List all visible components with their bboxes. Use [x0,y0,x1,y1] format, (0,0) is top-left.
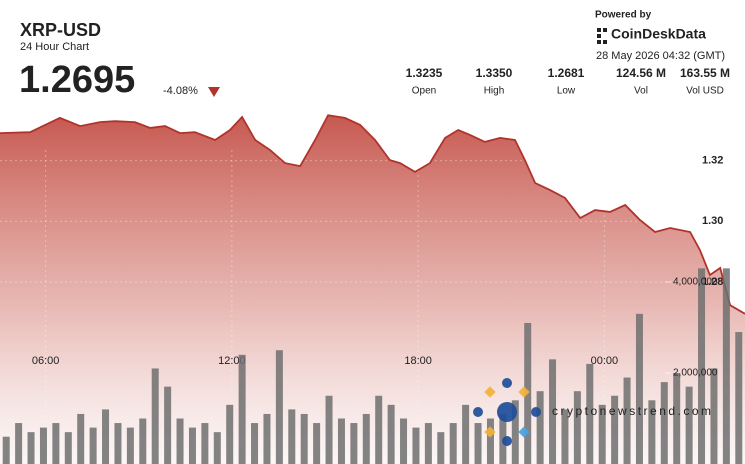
volume-bar [673,373,681,464]
volume-bar [511,400,519,464]
brand: CoinDeskData [611,26,706,42]
price-area [0,115,745,464]
title: XRP-USD [20,20,101,40]
volume-bar [400,418,408,464]
stat-label: Low [557,86,576,97]
price: 1.2695 [19,59,135,101]
stat-label: Vol USD [686,86,724,97]
subtitle: 24 Hour Chart [20,41,89,53]
volume-bar [412,427,420,464]
volume-bar [586,363,594,464]
volume-bar [635,313,643,464]
volume-bar [437,432,445,464]
volume-bar [561,409,569,464]
y2-tick-label: 2,000,000 [673,368,718,379]
x-tick-label: 06:00 [32,355,60,367]
timestamp: 28 May 2026 04:32 (GMT) [596,50,725,62]
volume-bar [102,409,110,464]
volume-bar [660,382,668,464]
volume-bar [39,427,47,464]
y-tick-label: 1.30 [702,215,723,227]
volume-bar [387,404,395,464]
stat-value: 124.56 M [616,66,666,80]
stat-label: High [484,86,505,97]
volume-bar [486,418,494,464]
down-arrow [208,87,220,97]
volume-bar [698,268,706,464]
volume-bar [89,427,97,464]
watermark: cryptonewstrend.com [552,404,714,418]
stat-value: 1.2681 [548,66,585,80]
y-tick-label: 1.32 [702,155,723,167]
volume-bar [313,423,321,464]
volume-bar [2,436,10,464]
volume-bar [375,395,383,464]
stat-label: Vol [634,86,648,97]
stat-value: 1.3350 [476,66,513,80]
change: -4.08% [163,85,198,97]
volume-bar [611,395,619,464]
volume-bar [27,432,35,464]
volume-bar [536,391,544,464]
volume-bar [710,368,718,464]
y2-tick-label: 4,000,000 [673,277,718,288]
watermark-logo [473,378,541,446]
volume-bar [64,432,72,464]
volume-bar [598,404,606,464]
volume-bar [226,404,234,464]
volume-bar [52,423,60,464]
volume-bar [549,359,557,464]
x-tick-label: 18:00 [404,355,432,367]
volume-bar [573,391,581,464]
volume-bar [213,432,221,464]
volume-bar [462,404,470,464]
volume-bar [238,354,246,464]
volume-bar [362,413,370,464]
volume-bar [114,423,122,464]
volume-bar [722,268,730,464]
volume-bar [648,400,656,464]
volume-bar [474,423,482,464]
price-line [0,114,745,315]
volume-bar [735,332,743,464]
volume-bar [251,423,259,464]
volume-bar [424,423,432,464]
volume-bar [77,413,85,464]
volume-bar [337,418,345,464]
volume-bar [288,409,296,464]
stat-value: 163.55 M [680,66,730,80]
volume-bar [201,423,209,464]
volume-bar [449,423,457,464]
stat-value: 1.3235 [406,66,443,80]
stat-label: Open [412,86,436,97]
volume-bar [139,418,147,464]
volume-bar [325,395,333,464]
volume-bar [275,350,283,464]
brand-logo [597,28,607,44]
powered-by: Powered by [595,10,652,21]
x-tick-label: 00:00 [591,355,619,367]
stats: 1.3235 Open 1.3350 High 1.2681 Low 124.56 M Vol… [406,66,730,96]
volume-bar [350,423,358,464]
volume-bar [151,368,159,464]
volume-bar [15,423,23,464]
volume-bar [300,413,308,464]
volume-bar [685,386,693,464]
volume-bar [263,413,271,464]
volume-bar [176,418,184,464]
volume-bar [164,386,172,464]
volume-bar [188,427,196,464]
volume-bar [623,377,631,464]
volume-bar [126,427,134,464]
y-tick-label: 1.28 [702,276,723,288]
